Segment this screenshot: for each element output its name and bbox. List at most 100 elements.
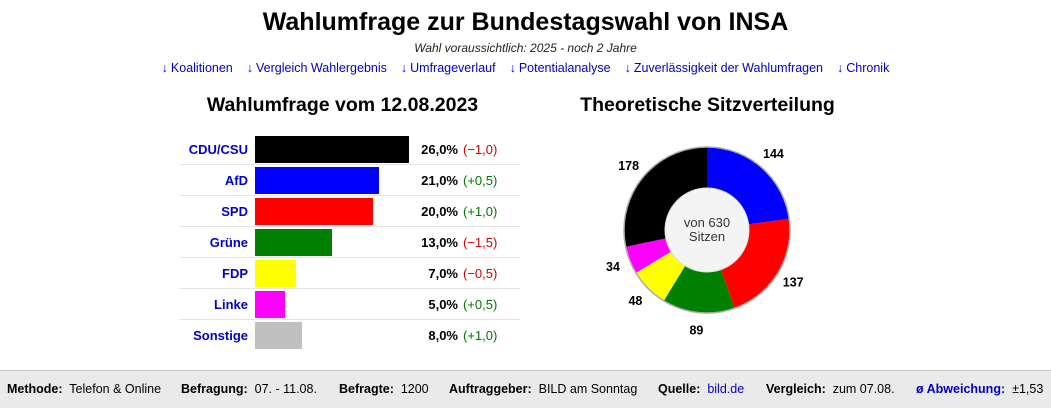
quelle-link[interactable]: bild.de [707, 382, 745, 396]
change-label-wrapper: (−1,5) [463, 227, 497, 258]
donut-seat-label: 178 [618, 159, 639, 173]
donut-slice-5 [625, 238, 672, 273]
bar-4 [255, 260, 297, 287]
bar-row: CDU/CSU 26,0% (−1,0) [180, 134, 520, 165]
change-label: (+1,0) [463, 204, 498, 219]
befragte-info: Befragte: 1200 [339, 371, 429, 407]
donut-slice-0 [624, 147, 707, 247]
change-label-wrapper: (+0,5) [463, 165, 497, 196]
donut-slice-1 [707, 147, 790, 225]
methode-label: Methode: [7, 382, 63, 396]
change-label-wrapper: (+1,0) [463, 320, 497, 351]
poll-bar-chart: CDU/CSU 26,0% (−1,0) AfD 21,0% (+0,5) SPD 20,0%… [180, 134, 520, 351]
party-name-link[interactable]: SPD [221, 204, 248, 219]
vergleich-label: Vergleich: [766, 382, 826, 396]
change-label-wrapper: (−0,5) [463, 258, 497, 289]
bar-row: Grüne 13,0% (−1,5) [180, 227, 520, 258]
donut-seat-label: 144 [763, 147, 784, 161]
bar-row: Linke 5,0% (+0,5) [180, 289, 520, 320]
bar-value-label: 7,0% [428, 266, 458, 281]
nav-link-label: Zuverlässigkeit der Wahlumfragen [633, 61, 824, 75]
bar-value-label: 20,0% [421, 204, 458, 219]
anchor-nav: ↓ Koalitionen ↓ Vergleich Wahlergebnis ↓ Umfr… [0, 61, 1051, 75]
change-label-wrapper: (+1,0) [463, 196, 497, 227]
befragung-label: Befragung: [181, 382, 248, 396]
vergleich-info: Vergleich: zum 07.08. [766, 371, 895, 407]
change-label: (−1,0) [463, 142, 498, 157]
page-title: Wahlumfrage zur Bundestagswahl von INSA [262, 8, 789, 36]
auftraggeber-value: BILD am Sonntag [538, 382, 638, 396]
donut-seat-label: 137 [783, 276, 804, 290]
bar-3 [255, 229, 332, 256]
abweichung-value: ±1,53 [1012, 382, 1044, 396]
nav-link-1[interactable]: ↓ Vergleich Wahlergebnis [247, 61, 387, 75]
change-label-wrapper: (+0,5) [463, 289, 497, 320]
party-name-link[interactable]: FDP [222, 266, 248, 281]
donut-center [664, 187, 750, 273]
nav-link-label: Umfrageverlauf [410, 61, 496, 75]
party-name-link[interactable]: AfD [224, 173, 248, 188]
befragung-info: Befragung: 07. - 11.08. [181, 371, 317, 407]
party-name-link[interactable]: Grüne [209, 235, 248, 250]
nav-link-label: Chronik [846, 61, 890, 75]
donut-outline [623, 146, 791, 314]
auftraggeber-info: Auftraggeber: BILD am Sonntag [449, 371, 637, 407]
bar-value-label: 13,0% [421, 235, 458, 250]
nav-link-label: Potentialanalyse [518, 61, 611, 75]
party-name-link[interactable]: Linke [214, 297, 248, 312]
nav-link-0[interactable]: ↓ Koalitionen [162, 61, 233, 75]
change-label: (+0,5) [463, 297, 498, 312]
change-label: (−1,5) [463, 235, 498, 250]
bar-value-label: 8,0% [428, 328, 458, 343]
poll-info-footer: Methode: Telefon & Online Befragung: 07.… [0, 370, 1051, 408]
arrow-down-icon: ↓ [400, 61, 408, 75]
methode-info: Methode: Telefon & Online [7, 371, 161, 407]
abweichung-link[interactable]: ø Abweichung: [916, 382, 1006, 396]
bar-2 [255, 198, 374, 225]
arrow-down-icon: ↓ [509, 61, 516, 75]
arrow-down-icon: ↓ [624, 61, 631, 75]
donut-center-label: Sitzen [689, 229, 725, 244]
bar-6 [255, 322, 303, 349]
bar-row: FDP 7,0% (−0,5) [180, 258, 520, 289]
poll-heading: Wahlumfrage vom 12.08.2023 [206, 94, 479, 116]
arrow-down-icon: ↓ [161, 61, 168, 75]
bar-row: AfD 21,0% (+0,5) [180, 165, 520, 196]
quelle-label: Quelle: [658, 382, 701, 396]
auftraggeber-label: Auftraggeber: [449, 382, 532, 396]
nav-link-label: Vergleich Wahlergebnis [256, 61, 387, 75]
change-label: (+0,5) [463, 173, 498, 188]
abweichung-info: ø Abweichung: ±1,53 [916, 371, 1043, 407]
vergleich-value: zum 07.08. [832, 382, 895, 396]
nav-link-3[interactable]: ↓ Potentialanalyse [510, 61, 611, 75]
donut-seat-label: 89 [689, 323, 703, 337]
change-label-wrapper: (−1,0) [463, 134, 497, 165]
bar-row: SPD 20,0% (+1,0) [180, 196, 520, 227]
methode-value: Telefon & Online [69, 382, 162, 396]
donut-slice-2 [720, 218, 790, 309]
bar-0 [255, 136, 409, 163]
arrow-down-icon: ↓ [246, 61, 254, 75]
bar-5 [255, 291, 285, 318]
donut-seat-label: 48 [628, 294, 642, 308]
bar-value-label: 21,0% [421, 173, 458, 188]
bar-row: Sonstige 8,0% (+1,0) [180, 320, 520, 351]
nav-link-2[interactable]: ↓ Umfrageverlauf [401, 61, 496, 75]
nav-link-4[interactable]: ↓ Zuverlässigkeit der Wahlumfragen [625, 61, 823, 75]
donut-seat-label: 34 [606, 260, 620, 274]
party-name-link[interactable]: Sonstige [193, 328, 248, 343]
nav-link-5[interactable]: ↓ Chronik [837, 61, 889, 75]
seats-heading: Theoretische Sitzverteilung [580, 94, 835, 116]
party-name-link[interactable]: CDU/CSU [188, 142, 248, 157]
nav-link-label: Koalitionen [170, 61, 233, 75]
befragte-value: 1200 [400, 382, 429, 396]
change-label: (+1,0) [463, 328, 498, 343]
bar-value-label: 5,0% [428, 297, 458, 312]
bar-1 [255, 167, 380, 194]
bar-value-label: 26,0% [421, 142, 458, 157]
befragung-value: 07. - 11.08. [254, 382, 317, 396]
befragte-label: Befragte: [339, 382, 394, 396]
quelle-info: Quelle: bild.de [658, 371, 744, 407]
